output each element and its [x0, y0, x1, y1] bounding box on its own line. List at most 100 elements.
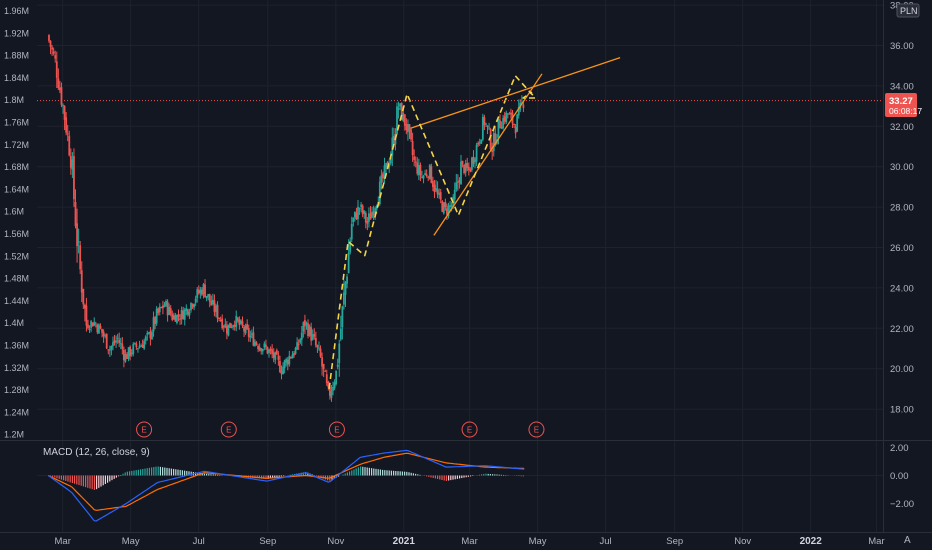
macd-legend[interactable]: MACD (12, 26, close, 9) — [43, 447, 150, 458]
volume-tick-label: 1.6M — [4, 207, 24, 217]
candle-body — [300, 332, 303, 340]
time-tick-label: Nov — [327, 536, 344, 547]
macd-line — [47, 449, 525, 522]
candle-body — [510, 112, 512, 115]
volume-tick-label: 1.44M — [4, 296, 29, 306]
candle-body — [427, 176, 430, 179]
candle-body — [486, 125, 489, 127]
candle-body — [77, 241, 80, 243]
candle-body — [132, 344, 135, 354]
candle-body — [69, 155, 72, 168]
candle-body — [101, 328, 103, 333]
candle-body — [478, 142, 481, 144]
candle-body — [310, 327, 313, 341]
candle-body — [163, 304, 166, 307]
candle-body — [74, 202, 77, 227]
candle-body — [182, 310, 185, 320]
candle-body — [357, 206, 359, 220]
time-tick-label: Mar — [868, 536, 884, 547]
candle-body — [304, 320, 306, 327]
candle-body — [179, 318, 181, 320]
earnings-marker-label: E — [141, 426, 146, 435]
candle-body — [122, 349, 125, 361]
candle-body — [266, 346, 269, 354]
volume-tick-label: 1.28M — [4, 385, 29, 395]
candle-body — [280, 370, 283, 375]
currency-badge[interactable]: PLN — [900, 6, 918, 16]
volume-tick-label: 1.32M — [4, 363, 29, 373]
candle-body — [385, 163, 387, 168]
candle-body — [269, 348, 272, 351]
candle-body — [261, 348, 264, 352]
candle-body — [391, 137, 394, 156]
candle-body — [347, 252, 350, 274]
candle-body — [244, 325, 247, 334]
candle-body — [488, 127, 490, 129]
candle-body — [516, 114, 519, 132]
candle-body — [505, 112, 508, 123]
candle-body — [275, 350, 278, 355]
candle-body — [199, 289, 202, 294]
last-price-badge — [885, 93, 917, 117]
candle-body — [380, 175, 383, 183]
candle-body — [472, 157, 475, 164]
candle-body — [288, 355, 291, 365]
candle-body — [227, 324, 230, 336]
candle-body — [424, 173, 426, 176]
candle-body — [352, 217, 355, 223]
candle-body — [307, 323, 309, 337]
price-tick-label: 28.00 — [890, 203, 914, 214]
candle-body — [254, 341, 256, 346]
candle-body — [62, 105, 64, 107]
candle-body — [186, 309, 189, 315]
candle-body — [450, 204, 453, 207]
candle-body — [346, 276, 348, 284]
candle-body — [207, 294, 210, 297]
volume-tick-label: 1.4M — [4, 318, 24, 328]
candle-body — [489, 129, 492, 150]
candle-body — [407, 123, 409, 133]
candle-body — [403, 114, 406, 126]
candle-body — [188, 312, 191, 316]
auto-scale-button[interactable]: A — [904, 535, 911, 546]
time-tick-label: Nov — [734, 536, 751, 547]
candle-body — [289, 357, 292, 359]
price-tick-label: 26.00 — [890, 243, 914, 254]
candle-body — [144, 336, 147, 341]
candle-body — [235, 315, 238, 328]
currency-badge-box[interactable] — [896, 3, 920, 18]
candle-body — [358, 208, 361, 210]
price-tick-label: 34.00 — [890, 81, 914, 92]
candle-body — [221, 318, 224, 329]
candle-body — [388, 165, 391, 168]
candle-body — [66, 133, 69, 135]
candle-body — [425, 174, 428, 177]
candle-body — [210, 300, 213, 306]
last-price-value: 33.27 — [889, 96, 913, 107]
candle-body — [229, 322, 231, 328]
volume-tick-label: 1.88M — [4, 51, 29, 61]
volume-tick-label: 1.76M — [4, 118, 29, 128]
candle-body — [453, 189, 456, 200]
candle-body — [141, 344, 144, 348]
candle-body — [166, 301, 169, 316]
candle-body — [299, 339, 302, 343]
volume-tick-label: 1.52M — [4, 251, 29, 261]
candle-body — [371, 211, 373, 218]
candle-body — [469, 169, 472, 172]
candle-body — [442, 202, 445, 214]
candle-body — [63, 106, 66, 120]
candle-body — [419, 164, 422, 176]
candle-body — [87, 324, 89, 329]
earnings-marker — [528, 421, 545, 438]
candle-body — [149, 331, 152, 339]
candle-body — [474, 159, 476, 163]
candle-body — [232, 325, 235, 328]
last-price-countdown: 06:08:17 — [889, 106, 922, 116]
earnings-marker — [328, 421, 345, 438]
candle-body — [433, 184, 436, 192]
time-tick-label: 2022 — [800, 536, 823, 547]
